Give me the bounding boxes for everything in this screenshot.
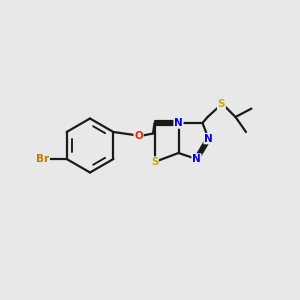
Text: O: O xyxy=(134,130,143,141)
Text: N: N xyxy=(174,118,183,128)
Text: Br: Br xyxy=(36,154,49,164)
Text: N: N xyxy=(192,154,201,164)
Text: S: S xyxy=(218,99,225,110)
Text: N: N xyxy=(204,134,213,144)
Text: S: S xyxy=(151,157,158,167)
